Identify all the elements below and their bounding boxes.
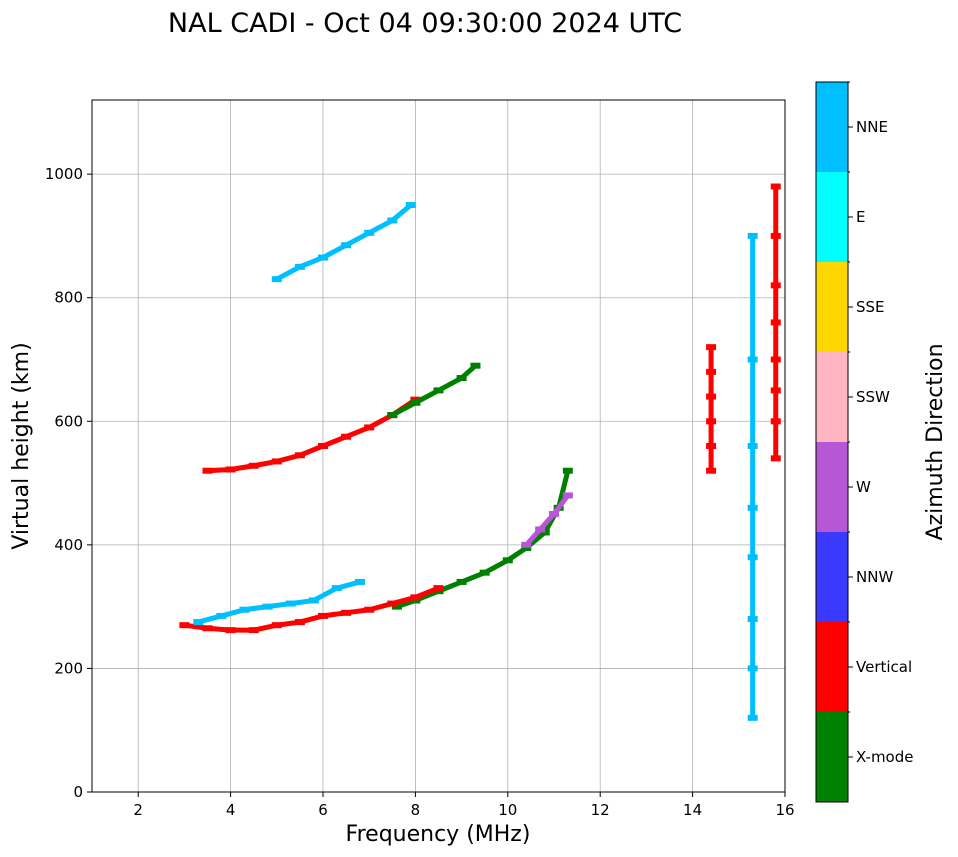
trace-nne-f-trace — [193, 578, 365, 626]
echo-point — [470, 362, 481, 369]
trace-vertical-f-trace — [179, 585, 444, 634]
y-tick-label: 1000 — [45, 165, 83, 183]
trace-vertical-echoes-14-4-mhz — [706, 344, 717, 474]
grid-lines — [92, 100, 786, 793]
x-tick-label: 2 — [133, 801, 143, 819]
colorbar-label: NNE — [856, 118, 888, 136]
trace-vertical-echoes-15-8-mhz — [770, 183, 781, 462]
colorbar-swatch — [816, 622, 848, 712]
x-tick-label: 10 — [498, 801, 517, 819]
colorbar-swatch — [816, 352, 848, 442]
colorbar-label: X-mode — [856, 748, 913, 766]
trace-w-upper-branch — [521, 492, 573, 548]
data-marks — [179, 183, 781, 721]
chart-title: NAL CADI - Oct 04 09:30:00 2024 UTC — [168, 8, 682, 39]
x-tick-label: 6 — [318, 801, 328, 819]
y-tick-label: 0 — [73, 783, 83, 801]
x-tick-label: 16 — [775, 801, 794, 819]
colorbar-frame — [815, 81, 849, 803]
x-tick-label: 12 — [591, 801, 610, 819]
colorbar-label: NNW — [856, 568, 893, 586]
echo-point — [433, 585, 444, 592]
colorbar-swatch — [816, 442, 848, 532]
x-ticks: 2 4 6 8 10 12 14 16 — [133, 792, 795, 819]
x-tick-label: 8 — [411, 801, 421, 819]
colorbar-label: W — [856, 478, 871, 496]
colorbar-swatch — [816, 82, 848, 172]
echo-point — [562, 492, 573, 499]
y-tick-label: 400 — [54, 536, 83, 554]
colorbar-swatch — [816, 172, 848, 262]
echo-point — [354, 578, 365, 585]
x-tick-label: 4 — [226, 801, 236, 819]
colorbar: X-mode Vertical NNW W SSW SSE E NNE — [815, 81, 913, 803]
echo-point — [405, 202, 416, 209]
colorbar-title: Azimuth Direction — [923, 343, 948, 540]
y-tick-label: 600 — [54, 412, 83, 430]
y-tick-label: 200 — [54, 659, 83, 677]
echo-point — [747, 232, 758, 239]
trace-nne-3rd-hop — [271, 202, 416, 283]
echo-point — [706, 344, 717, 351]
colorbar-label: SSW — [856, 388, 890, 406]
trace-nne-echoes-15-3-mhz — [747, 232, 758, 721]
x-axis-label: Frequency (MHz) — [346, 822, 531, 847]
colorbar-label: E — [856, 208, 865, 226]
colorbar-label: SSE — [856, 298, 885, 316]
echo-segment — [551, 492, 571, 517]
trace-vertical-2nd-hop — [202, 396, 421, 474]
y-ticks: 0 200 400 600 800 1000 — [45, 165, 92, 801]
trace-x-mode-f-trace — [391, 467, 573, 610]
y-tick-label: 800 — [54, 289, 83, 307]
colorbar-swatch — [816, 532, 848, 622]
x-tick-label: 14 — [683, 801, 702, 819]
trace-x-mode-2nd-hop — [387, 362, 481, 419]
echo-point — [770, 183, 781, 190]
colorbar-label: Vertical — [856, 658, 912, 676]
colorbar-swatch — [816, 712, 848, 802]
echo-point — [410, 396, 421, 403]
echo-point — [562, 467, 573, 474]
colorbar-swatch — [816, 262, 848, 352]
y-axis-label: Virtual height (km) — [9, 342, 34, 549]
plot-frame — [91, 99, 786, 793]
